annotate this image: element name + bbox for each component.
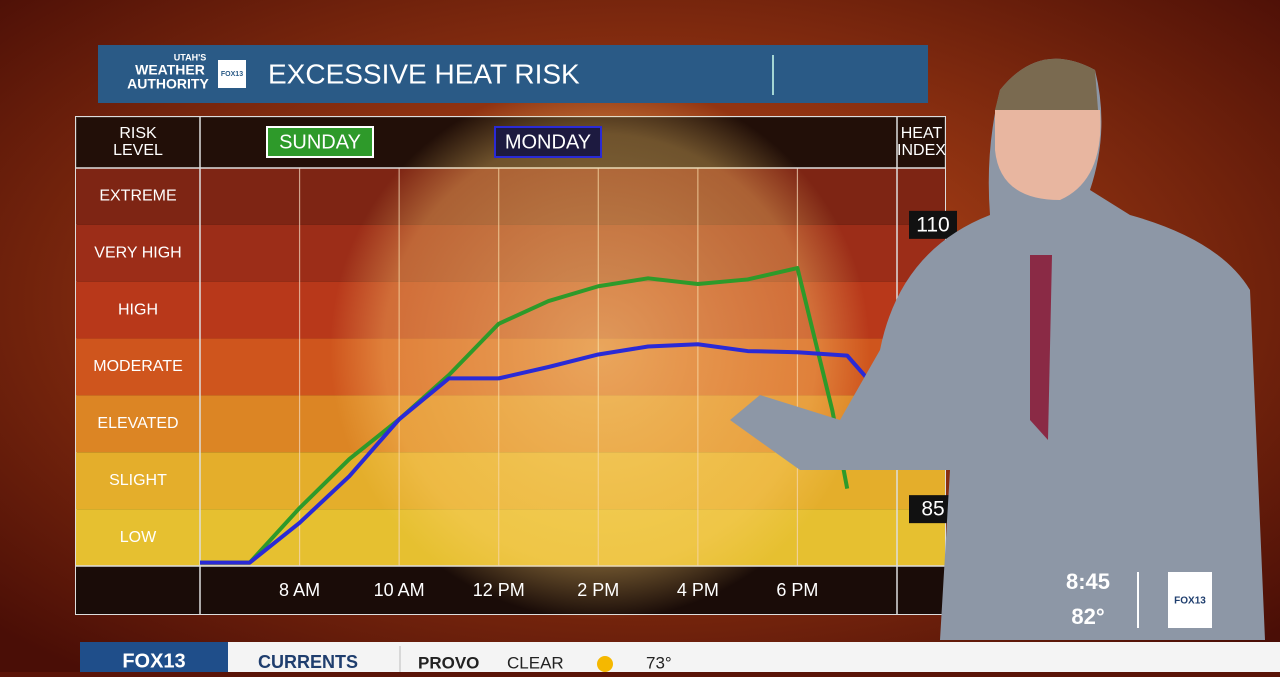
ticker-temp: 73°	[646, 653, 672, 672]
presenter-face	[995, 110, 1101, 200]
ticker-brand: FOX13	[122, 650, 185, 672]
clock-temp: 82°	[1071, 604, 1104, 629]
presenter-hair	[995, 58, 1098, 110]
presenter-tie	[1030, 255, 1052, 440]
ticker-city: PROVO	[418, 653, 479, 672]
risk-level-label: LOW	[120, 529, 157, 546]
risk-level-label: SLIGHT	[109, 472, 167, 489]
risk-level-label: ELEVATED	[97, 415, 178, 432]
y-tick-box	[909, 210, 957, 239]
logo-top: UTAH'S	[174, 52, 206, 62]
risk-level-label: MODERATE	[93, 358, 182, 375]
logo-line: AUTHORITY	[127, 76, 209, 92]
clock-badge-text: FOX13	[1174, 596, 1206, 607]
x-tick-label: 10 AM	[374, 580, 425, 600]
index-header: INDEX	[897, 142, 946, 159]
legend-label: SUNDAY	[279, 131, 361, 153]
legend-label: MONDAY	[505, 131, 591, 153]
ticker-bar	[80, 642, 1280, 672]
y-tick-label: 110	[916, 213, 949, 236]
presenter	[730, 58, 1265, 640]
ticker-condition: CLEAR	[507, 653, 564, 672]
risk-header: RISK	[119, 125, 157, 142]
x-tick-label: 8 AM	[279, 580, 320, 600]
logo-line: WEATHER	[135, 62, 205, 78]
x-tick-label: 2 PM	[577, 580, 619, 600]
sun-glow	[330, 80, 870, 620]
risk-level-label: EXTREME	[99, 188, 176, 205]
series-line	[200, 266, 850, 565]
ticker-section: CURRENTS	[258, 652, 358, 672]
x-tick-label: 12 PM	[473, 580, 525, 600]
x-tick-label: 4 PM	[677, 580, 719, 600]
risk-header: LEVEL	[113, 142, 163, 159]
chart-title: EXCESSIVE HEAT RISK	[268, 58, 580, 89]
risk-level-label: VERY HIGH	[94, 245, 181, 262]
x-tick-label: 6 PM	[776, 580, 818, 600]
clock-time: 8:45	[1066, 569, 1110, 594]
ticker-brand-box	[80, 642, 228, 672]
index-header: HEAT	[901, 125, 943, 142]
risk-level-label: HIGH	[118, 301, 158, 318]
overlay: 8 AM 10 AM 12 PM 2 PM 4 PM 6 PM 85 110 SUNDAY MON…	[200, 126, 957, 600]
y-tick-label: 85	[921, 498, 944, 521]
legend-box	[494, 126, 602, 158]
clock-badge	[1168, 572, 1212, 628]
sun-icon	[597, 656, 613, 672]
logo-badge-text: FOX13	[221, 71, 243, 78]
legend-box	[266, 126, 374, 158]
series-line	[200, 342, 879, 565]
logo-badge	[218, 60, 246, 88]
